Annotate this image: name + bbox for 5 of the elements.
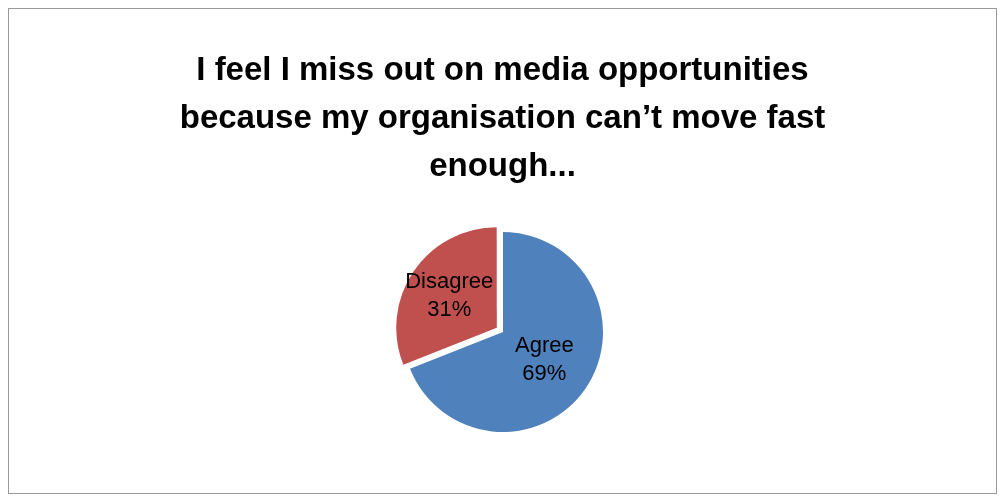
slice-label: Agree: [514, 332, 574, 358]
data-label: 69%: [521, 360, 566, 386]
slice-label: Disagree: [404, 267, 493, 293]
data-label: 31%: [426, 295, 471, 321]
chart-title: I feel I miss out on media opportunities because my organisation can’t move fast enough...: [178, 49, 827, 185]
